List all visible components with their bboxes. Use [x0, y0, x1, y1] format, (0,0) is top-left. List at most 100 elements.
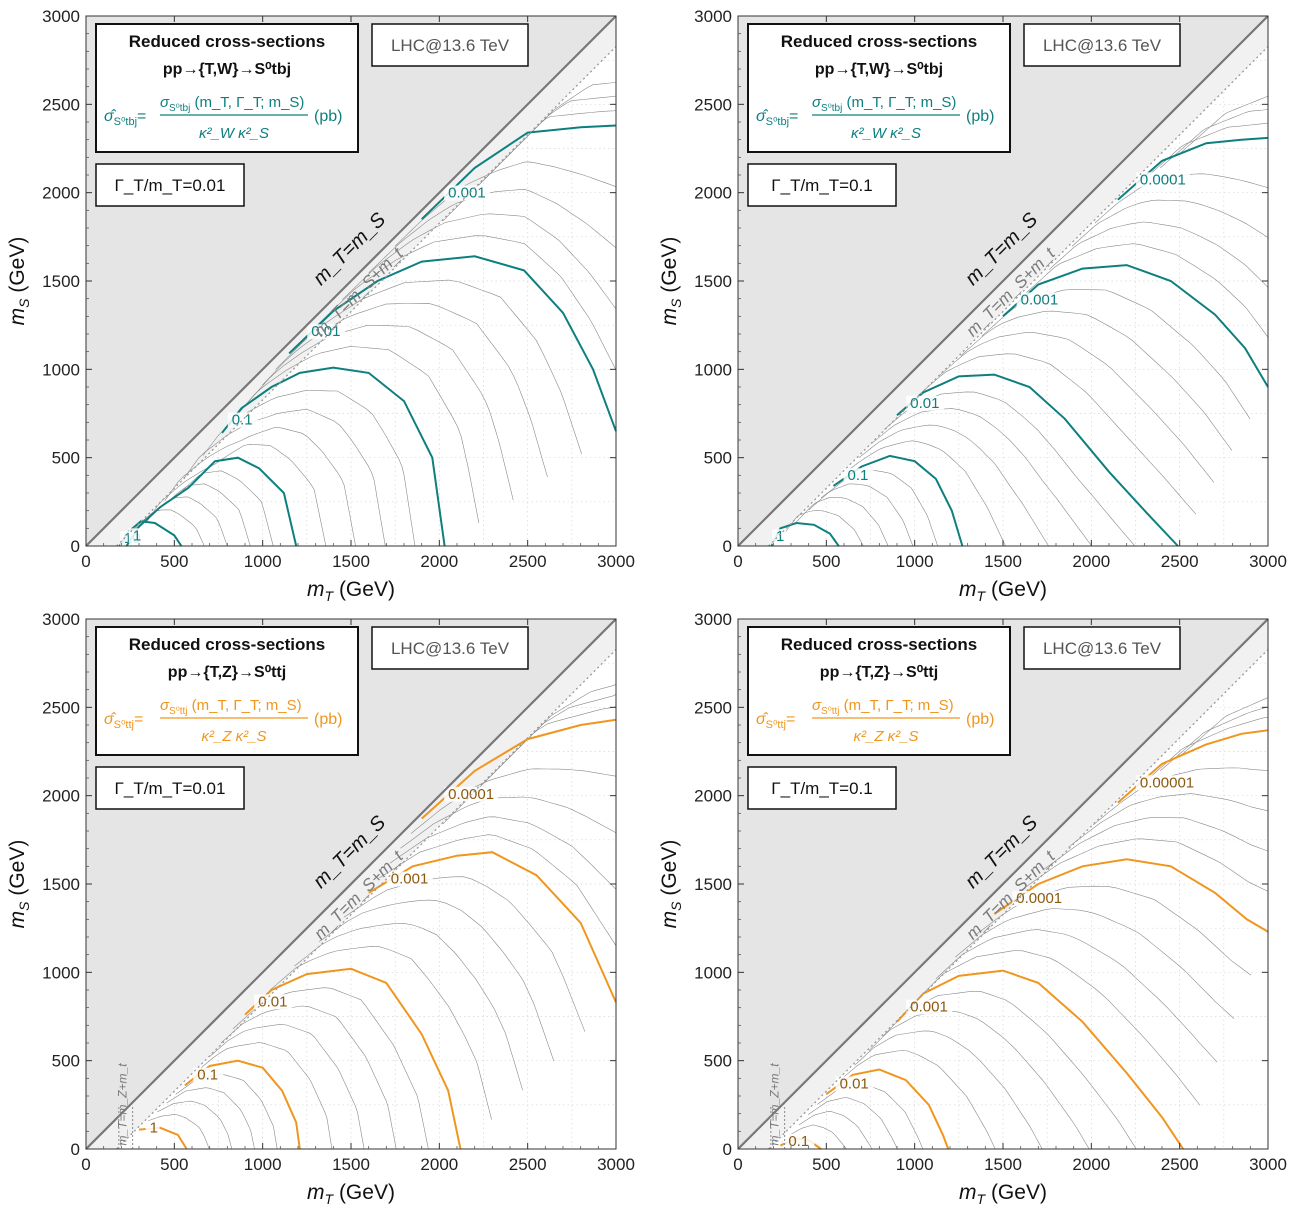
- width-frame: [95, 163, 245, 207]
- contour-label-bg: [128, 528, 143, 544]
- y-tick-label: 1500: [42, 875, 80, 894]
- width-box: Γ_T/m_T=0.01: [95, 766, 245, 810]
- grey-contour: [389, 816, 617, 890]
- width-frame: [747, 766, 897, 810]
- axis-ticks: 0 500 1000 1500 2000 2500 3000 0 500 1000 1500 2000…: [694, 7, 1287, 571]
- y-tick-label: 2000: [42, 787, 80, 806]
- contour-label: 1: [133, 527, 141, 544]
- width-box: Γ_T/m_T=0.1: [747, 163, 897, 207]
- legend-box: Reduced cross-sections pp→{T,W}→S⁰tbj σ̂S⁰…: [747, 23, 1011, 153]
- x-tick-label: 1500: [984, 1155, 1022, 1174]
- x-tick-label: 1500: [332, 1155, 370, 1174]
- contour-label-bg: [193, 1067, 224, 1083]
- y-axis-label: mS (GeV): [6, 840, 32, 929]
- panel-top-left: 1010.10.010.001m_T=m_Sm_T=m_S+m_t0500100…: [0, 0, 652, 608]
- width-frame: [747, 163, 897, 207]
- contour-label-bg: [771, 529, 786, 545]
- axis-ticks: 0 500 1000 1500 2000 2500 3000 0 500 1000 1500 2000…: [694, 610, 1287, 1174]
- grey-contour: [796, 497, 889, 547]
- diagonal-mT-eq-mS: [85, 618, 617, 1150]
- grey-contour: [1138, 714, 1269, 788]
- x-tick-label: 500: [812, 1155, 840, 1174]
- contour-label: 0.001: [448, 185, 486, 202]
- chart-bottom-left: 10.10.010.0010.0001m_T=m_Sm_T=m_S+m_tm_T…: [6, 610, 635, 1207]
- contour-label: 0.01: [910, 395, 939, 412]
- x-tick-label: 3000: [597, 1155, 635, 1174]
- contour-label-bg: [1012, 891, 1067, 907]
- legend-box: Reduced cross-sections pp→{T,Z}→S⁰ttj σ̂S⁰…: [747, 626, 1011, 756]
- axis-ticks: 0 500 1000 1500 2000 2500 3000 0 500 1000 1500 2000…: [42, 610, 635, 1174]
- legend-formula-num: σS⁰tbj (m_T, Γ_T; m_S): [160, 94, 304, 114]
- x-tick-label: 3000: [1249, 552, 1287, 571]
- panel-top-right: 1 0.1 0.01 0.001 0.0001 m_T=m_S m_T=m_S+m_t 0 50…: [652, 0, 1304, 608]
- x-tick-label: 0: [81, 1155, 90, 1174]
- grey-contour: [196, 1042, 333, 1150]
- grey-contour: [248, 325, 514, 501]
- grey-contour: [400, 796, 617, 849]
- y-tick-label: 2000: [694, 184, 732, 203]
- contour-line-2: [244, 967, 462, 1150]
- x-axis-label: mT (GeV): [307, 578, 395, 603]
- contour-label-bg: [254, 994, 293, 1010]
- collider-box: LHC@13.6 TeV: [371, 626, 529, 670]
- grey-contour: [394, 161, 617, 247]
- collider-box: LHC@13.6 TeV: [1023, 626, 1181, 670]
- legend-frame: [747, 23, 1011, 153]
- grey-contour: [1043, 817, 1269, 870]
- y-axis-label: mS (GeV): [658, 840, 684, 929]
- y-tick-label: 500: [52, 1052, 80, 1071]
- grey-contour: [343, 876, 586, 1032]
- contour-label-bg: [227, 412, 258, 428]
- x-tick-label: 0: [81, 552, 90, 571]
- diagonal-mT-eq-mS: [737, 15, 1269, 547]
- x-tick-label: 3000: [1249, 1155, 1287, 1174]
- y-tick-label: 500: [52, 449, 80, 468]
- grey-contour: [871, 408, 1092, 547]
- contour-label-bg: [906, 999, 953, 1015]
- x-tick-label: 1000: [244, 1155, 282, 1174]
- contour-line-3: [993, 858, 1269, 933]
- legend-formula-lhs: σ̂S⁰ttj=: [104, 711, 143, 731]
- grey-contour: [955, 908, 1235, 1019]
- contour-label: 0.001: [1021, 291, 1059, 308]
- contour-line-3: [288, 255, 617, 432]
- contour-label: 0.00001: [1140, 774, 1194, 791]
- grey-contour: [798, 1110, 873, 1150]
- y-tick-label: 3000: [694, 610, 732, 629]
- y-tick-label: 500: [704, 1052, 732, 1071]
- contour-label-bg: [906, 395, 945, 411]
- labeled-contours: 1 0.1 0.01 0.001 0.0001: [770, 136, 1269, 547]
- collider-frame: [1023, 626, 1181, 670]
- contour-line-3: [368, 851, 617, 1003]
- y-tick-label: 1000: [694, 360, 732, 379]
- grey-contour: [294, 923, 523, 1091]
- legend-formula-unit: (pb): [966, 108, 994, 125]
- contour-label-bg: [1135, 172, 1190, 188]
- width-box: Γ_T/m_T=0.01: [95, 163, 245, 207]
- grey-contour: [157, 1100, 233, 1150]
- legend-formula-den: κ²_W κ²_S: [199, 125, 269, 142]
- contour-label: 1: [776, 528, 784, 545]
- grey-contour: [918, 353, 1197, 515]
- contour-line-2: [896, 373, 1179, 547]
- contour-label-bg: [1016, 292, 1063, 308]
- x-tick-label: 2000: [1072, 552, 1110, 571]
- y-tick-label: 1500: [694, 875, 732, 894]
- legend-formula-unit: (pb): [314, 108, 342, 125]
- contour-label-bg: [784, 1133, 815, 1149]
- grey-contour: [1092, 767, 1269, 826]
- contour-line-1: [184, 1059, 301, 1150]
- x-tick-label: 2500: [1161, 552, 1199, 571]
- labeled-contours: 0.1 0.01 0.001 0.0001 0.00001: [779, 729, 1269, 1150]
- grey-contour: [1138, 122, 1269, 185]
- x-tick-label: 2000: [420, 552, 458, 571]
- contour-label-bg: [307, 324, 346, 340]
- diagonal-mT-eq-mS: [85, 15, 617, 547]
- contour-label: 0.1: [232, 412, 253, 429]
- label-mT-eq-mZ-plus-mt: m_T=m_Z+m_t: [116, 1063, 130, 1146]
- contour-label: 0.01: [840, 1076, 869, 1093]
- grey-contour: [1025, 243, 1269, 338]
- contour-label: 0.001: [391, 871, 429, 888]
- grey-contour: [269, 946, 492, 1120]
- y-tick-label: 1500: [42, 272, 80, 291]
